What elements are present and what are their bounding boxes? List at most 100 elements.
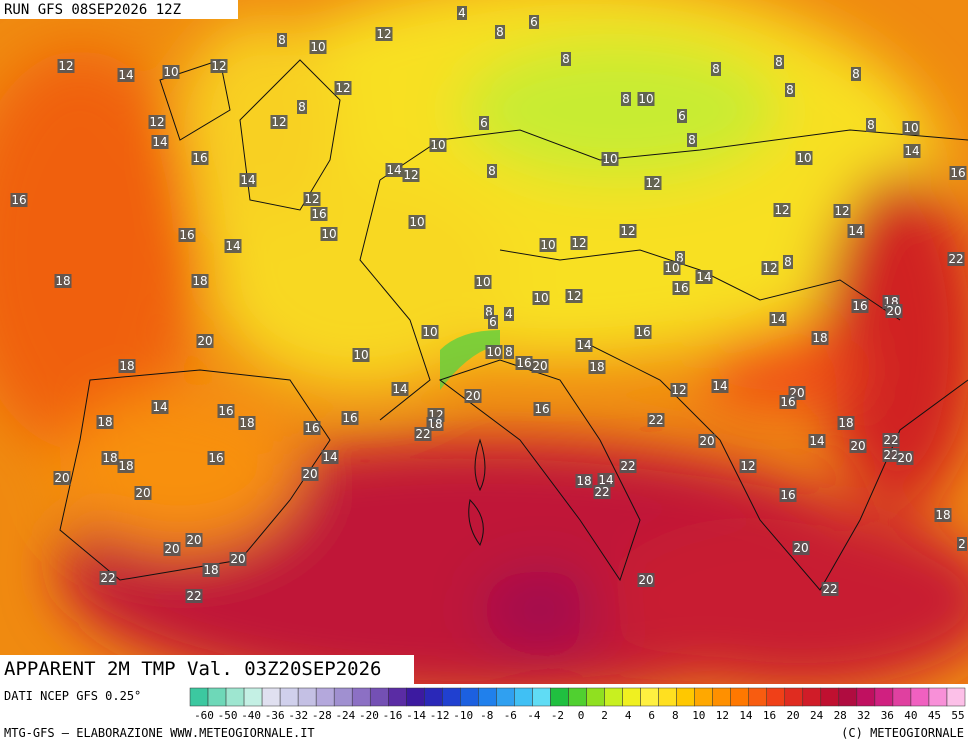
color-swatch	[874, 687, 894, 707]
temp-label: 8	[485, 305, 493, 319]
label-box	[695, 270, 713, 284]
label-box	[504, 345, 514, 359]
temp-label: 12	[335, 81, 350, 95]
label-box	[303, 421, 321, 435]
run-label: RUN GFS 08SEP2026 12Z	[4, 2, 181, 18]
label-box	[698, 434, 716, 448]
temp-label: 14	[386, 163, 401, 177]
temp-label: 16	[208, 451, 223, 465]
label-box	[575, 474, 593, 488]
temp-label: 10	[353, 348, 368, 362]
color-swatch	[424, 687, 443, 707]
temp-label: 8	[488, 164, 496, 178]
label-box	[882, 433, 900, 447]
temp-label: 22	[594, 485, 609, 499]
label-box	[902, 121, 920, 135]
colorbar-tick: -6	[504, 709, 517, 722]
colorbar-tick: -32	[288, 709, 308, 722]
temp-label: 16	[342, 411, 357, 425]
temp-label: 10	[321, 227, 336, 241]
temp-label: 14	[152, 135, 167, 149]
temp-label: 8	[298, 100, 306, 114]
label-box	[118, 359, 136, 373]
label-box	[949, 166, 967, 180]
label-box	[385, 163, 403, 177]
color-swatch	[712, 687, 731, 707]
label-box	[96, 415, 114, 429]
colorbar-tick: -50	[218, 709, 238, 722]
color-swatch	[892, 687, 912, 707]
label-box	[896, 451, 914, 465]
temp-label: 12	[149, 115, 164, 129]
color-swatch	[640, 687, 659, 707]
label-box	[57, 59, 75, 73]
label-box	[429, 138, 447, 152]
temp-label: 8	[496, 25, 504, 39]
label-box	[495, 25, 505, 39]
colorbar-tick: -8	[480, 709, 493, 722]
label-box	[773, 203, 791, 217]
color-swatch	[532, 687, 551, 707]
label-box	[210, 59, 228, 73]
label-box	[619, 224, 637, 238]
temp-label: 8	[775, 55, 783, 69]
color-swatch	[369, 687, 389, 707]
temp-label: 14	[696, 270, 711, 284]
label-box	[148, 115, 166, 129]
color-swatch	[910, 687, 930, 707]
temp-label: 12	[376, 27, 391, 41]
color-swatch	[838, 687, 858, 707]
label-box	[303, 192, 321, 206]
colorbar-tick: 55	[951, 709, 964, 722]
temp-label: 10	[422, 325, 437, 339]
temp-label: 20	[135, 486, 150, 500]
colorbar-tick: -2	[551, 709, 564, 722]
colorbar-tick: 40	[904, 709, 917, 722]
label-box	[833, 204, 851, 218]
color-swatch	[748, 687, 767, 707]
colorbar-tick: -60	[194, 709, 214, 722]
label-box	[903, 144, 921, 158]
label-box	[774, 55, 784, 69]
colorbar-tick: 14	[739, 709, 753, 722]
label-box	[224, 239, 242, 253]
temp-label: 18	[239, 416, 254, 430]
temp-label: 6	[678, 109, 686, 123]
temp-label: 14	[152, 400, 167, 414]
colorbar-tick: 28	[834, 709, 847, 722]
temp-label: 12	[620, 224, 635, 238]
colorbar-tick: -12	[430, 709, 450, 722]
temp-label: 22	[415, 427, 430, 441]
label-box	[341, 411, 359, 425]
temp-label: 12	[774, 203, 789, 217]
colorbar-tick: 8	[672, 709, 679, 722]
temp-label: 12	[834, 204, 849, 218]
temp-label: 10	[310, 40, 325, 54]
colorbar-tick: -4	[527, 709, 541, 722]
temp-label: 14	[712, 379, 727, 393]
label-box	[484, 305, 494, 319]
temp-label: 16	[311, 207, 326, 221]
temp-label: 8	[622, 92, 630, 106]
temp-label: 8	[784, 255, 792, 269]
title-box	[0, 655, 414, 684]
temp-label: 10	[664, 261, 679, 275]
label-box	[821, 582, 839, 596]
color-swatch	[207, 687, 227, 707]
label-box	[464, 389, 482, 403]
label-box	[191, 151, 209, 165]
color-swatch	[568, 687, 587, 707]
color-swatch	[676, 687, 695, 707]
label-box	[217, 404, 235, 418]
temp-label: 18	[97, 415, 112, 429]
color-swatch	[550, 687, 569, 707]
colorbar-tick: -14	[406, 709, 426, 722]
temp-label: 12	[762, 261, 777, 275]
label-box	[532, 291, 550, 305]
temp-label: 18	[203, 563, 218, 577]
color-swatch	[189, 687, 209, 707]
label-box	[421, 325, 439, 339]
temp-label: 22	[883, 448, 898, 462]
temp-label: 8	[852, 67, 860, 81]
label-box	[779, 488, 797, 502]
